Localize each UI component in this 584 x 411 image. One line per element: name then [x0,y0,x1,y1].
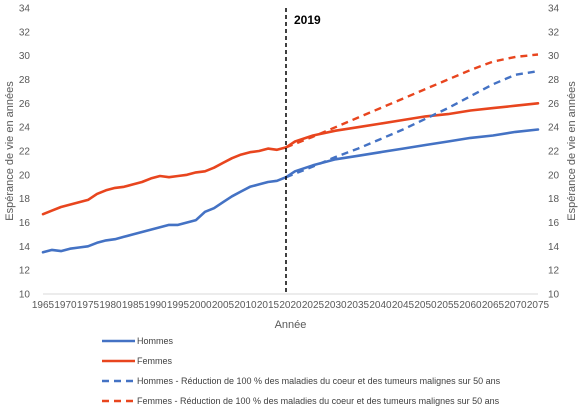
x-axis-title: Année [275,319,307,331]
x-tick-label: 2030 [324,300,347,311]
legend-label-4: Femmes - Réduction de 100 % des maladies… [137,396,500,406]
x-tick-label: 2010 [234,300,257,311]
y-tick-label-left: 32 [19,27,31,38]
y-tick-label-left: 14 [19,242,31,253]
y-tick-label-left: 18 [19,194,31,205]
y-tick-label-left: 28 [19,75,31,86]
y-tick-label-left: 24 [19,123,31,134]
legend: Hommes Femmes Hommes - Réduction de 100 % … [102,336,501,406]
y-tick-label-left: 12 [19,266,31,277]
y-tick-label-left: 34 [19,4,31,15]
x-tick-label: 2025 [302,300,325,311]
series-line-4 [285,53,539,149]
y-tick-label-right: 30 [548,51,560,62]
x-axis-ticks: 1965 1970 1975 1980 1985 1990 1995 2000 2005 2010… [32,300,550,311]
series-line-3 [285,70,539,179]
x-tick-label: 2015 [257,300,280,311]
y-tick-label-left: 22 [19,147,31,158]
y-tick-label-right: 10 [548,290,560,301]
y-tick-label-right: 16 [548,218,560,229]
y-tick-label-left: 26 [19,99,31,110]
y-tick-label-right: 14 [548,242,560,253]
x-tick-label: 2065 [482,300,505,311]
x-tick-label: 1980 [99,300,122,311]
y-tick-label-left: 16 [19,218,31,229]
annotation-2019-label: 2019 [294,13,321,27]
y-tick-label-right: 18 [548,194,560,205]
y-tick-label-right: 20 [548,170,560,181]
x-tick-label: 1990 [144,300,167,311]
y-axis-title-left: Espérance de vie en années [4,81,16,221]
x-tick-label: 1985 [122,300,145,311]
x-tick-label: 2050 [414,300,437,311]
y-tick-label-left: 20 [19,170,31,181]
y-tick-label-left: 10 [19,290,31,301]
y-tick-label-right: 22 [548,147,560,158]
series-line-1 [41,128,540,254]
x-tick-label: 1965 [32,300,55,311]
x-tick-label: 2000 [189,300,212,311]
y-tick-label-right: 28 [548,75,560,86]
y-axis-title-right: Espérance de vie en années [566,81,578,221]
y-axis-ticks-left: 10 12 14 16 18 20 22 24 26 28 30 32 34 [19,4,31,301]
x-tick-label: 2070 [504,300,527,311]
y-tick-label-right: 32 [548,27,560,38]
y-tick-label-right: 12 [548,266,560,277]
x-tick-label: 2005 [212,300,235,311]
x-tick-label: 2040 [369,300,392,311]
x-tick-label: 2075 [527,300,550,311]
series-line-2 [41,102,540,216]
series-layer [41,53,540,254]
x-tick-label: 2045 [392,300,415,311]
legend-label-3: Hommes - Réduction de 100 % des maladies… [137,376,501,386]
x-tick-label: 2060 [459,300,482,311]
legend-label-2: Femmes [137,356,173,366]
x-tick-label: 1975 [77,300,100,311]
x-tick-label: 1995 [167,300,190,311]
y-tick-label-left: 30 [19,51,31,62]
y-axis-ticks-right: 10 12 14 16 18 20 22 24 26 28 30 32 34 [548,4,560,301]
legend-label-1: Hommes [137,336,174,346]
x-tick-label: 2055 [437,300,460,311]
y-tick-label-right: 26 [548,99,560,110]
y-tick-label-right: 34 [548,4,560,15]
y-tick-label-right: 24 [548,123,560,134]
x-tick-label: 2035 [347,300,370,311]
x-tick-label: 1970 [54,300,77,311]
x-tick-label: 2020 [279,300,302,311]
